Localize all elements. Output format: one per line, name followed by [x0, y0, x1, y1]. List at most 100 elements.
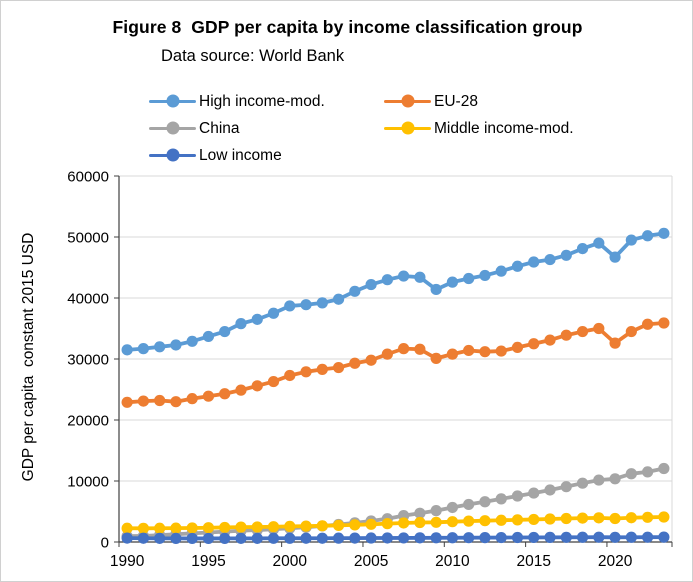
data-point [625, 234, 637, 246]
series-line [125, 321, 666, 405]
data-point [316, 297, 328, 309]
data-point [446, 501, 459, 514]
circle-marker-icon [401, 94, 414, 108]
data-point [658, 317, 670, 329]
data-point [381, 274, 393, 286]
y-tick-label: 20000 [67, 413, 109, 430]
data-point [137, 522, 149, 534]
data-point [202, 390, 215, 402]
data-point [235, 532, 247, 544]
chart-title: Figure 8 GDP per capita by income classi… [112, 17, 583, 37]
data-point [609, 512, 621, 525]
data-point [560, 249, 572, 261]
data-point [414, 271, 426, 283]
data-point [137, 395, 149, 407]
data-point [560, 481, 572, 493]
data-point [642, 466, 654, 478]
data-point [284, 520, 296, 532]
data-point [430, 516, 442, 528]
data-point [300, 520, 312, 532]
data-point [625, 512, 637, 524]
data-point [658, 511, 670, 523]
data-point [300, 366, 312, 378]
data-point [235, 384, 247, 396]
data-point [300, 299, 312, 311]
data-point [202, 522, 215, 534]
data-point [463, 272, 475, 285]
data-point [365, 354, 377, 366]
data-point [267, 521, 280, 533]
data-point [463, 532, 475, 544]
data-point [267, 307, 280, 319]
data-point [511, 341, 524, 354]
data-point [154, 394, 166, 407]
data-point [251, 380, 263, 392]
data-point [544, 484, 556, 496]
data-point [170, 522, 182, 534]
data-point [398, 532, 410, 544]
data-point [609, 473, 621, 485]
data-point [495, 345, 507, 357]
data-point [430, 532, 442, 544]
data-point [511, 490, 524, 502]
legend-item-low-income: Low income [149, 142, 282, 169]
data-point [284, 369, 296, 382]
data-point [495, 493, 507, 505]
data-point [446, 516, 459, 528]
data-point [267, 532, 280, 544]
data-point [446, 348, 459, 360]
legend-label: China [199, 119, 240, 137]
series-line [125, 466, 666, 539]
y-tick-label: 0 [101, 535, 109, 552]
data-point [251, 521, 263, 533]
data-point [332, 532, 345, 544]
y-tick-label: 60000 [67, 169, 109, 186]
data-point [186, 335, 198, 347]
data-point [154, 341, 166, 353]
data-point [154, 532, 166, 544]
data-point [576, 512, 589, 524]
data-point [332, 293, 345, 305]
data-point [593, 474, 605, 486]
line-marker-icon [384, 121, 431, 135]
legend-label: High income-mod. [199, 92, 325, 110]
data-point [170, 396, 182, 408]
y-tick-label: 50000 [67, 230, 109, 247]
data-point [593, 531, 605, 543]
data-point [658, 227, 670, 239]
data-point [398, 270, 410, 282]
data-point [642, 230, 654, 242]
data-point [560, 329, 572, 341]
data-point [121, 532, 133, 544]
x-tick-label: 1990 [110, 553, 145, 570]
data-point [560, 512, 572, 525]
data-point [349, 285, 361, 297]
data-point [479, 532, 491, 544]
data-point [219, 532, 231, 545]
data-point [430, 283, 442, 296]
line-marker-icon [384, 94, 431, 108]
line-marker-icon [149, 94, 196, 108]
data-point [414, 516, 426, 529]
data-point [332, 361, 345, 374]
data-point [300, 532, 312, 544]
data-point [219, 388, 231, 400]
data-point [430, 352, 442, 364]
data-point [121, 522, 133, 534]
legend-item-high-income: High income-mod. [149, 88, 325, 115]
data-point [349, 532, 361, 544]
x-tick-label: 2015 [517, 553, 551, 570]
x-tick-label: 2005 [354, 553, 388, 570]
data-point [544, 334, 556, 346]
data-point [284, 532, 296, 544]
circle-marker-icon [166, 121, 179, 135]
data-point [170, 532, 182, 545]
legend-item-middle-income: Middle income-mod. [384, 115, 574, 142]
data-point [625, 468, 637, 480]
data-point [316, 532, 328, 544]
data-point [121, 396, 133, 408]
data-point [267, 375, 280, 388]
data-point [479, 515, 491, 527]
data-point [219, 325, 231, 338]
data-point [251, 532, 263, 544]
